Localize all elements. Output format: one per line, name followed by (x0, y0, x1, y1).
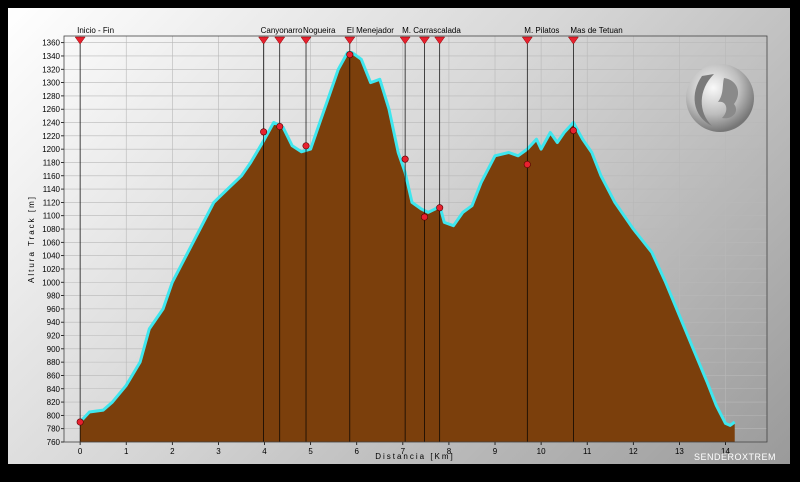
waypoint-marker (346, 51, 354, 59)
y-tick-label: 840 (47, 385, 61, 394)
waypoint-flag (258, 36, 270, 45)
plot-border (63, 35, 768, 443)
y-tick-label: 1000 (42, 278, 60, 287)
y-tick-label: 1280 (42, 92, 60, 101)
y-tick-label: 1340 (42, 52, 60, 61)
waypoint-marker (523, 160, 531, 168)
waypoint-flag (74, 36, 86, 45)
axes: 7607808008208408608809009209409609801000… (42, 35, 768, 456)
x-tick-label: 5 (308, 447, 313, 456)
x-tick-label: 2 (170, 447, 175, 456)
waypoint-label: Inicio - Fin (77, 26, 114, 35)
y-tick-label: 1080 (42, 225, 60, 234)
x-tick-label: 10 (537, 447, 546, 456)
x-tick-label: 4 (262, 447, 267, 456)
elevation-profile-chart: Inicio - Fin Canyonarro Nogueira El Menejad… (27, 26, 768, 461)
waypoint-flag (344, 36, 356, 45)
waypoint-flag (521, 36, 533, 45)
profile-area (79, 51, 736, 442)
y-tick-label: 900 (47, 345, 61, 354)
y-tick-label: 1140 (43, 185, 61, 194)
x-tick-label: 9 (493, 447, 498, 456)
waypoint-flag (300, 36, 312, 45)
y-tick-label: 960 (47, 305, 61, 314)
waypoint-marker (569, 127, 577, 135)
x-axis-title: Distancia [Km] (375, 452, 455, 461)
y-tick-label: 1020 (42, 265, 60, 274)
y-tick-label: 1100 (43, 212, 61, 221)
waypoint-flag (567, 36, 579, 45)
y-tick-label: 820 (47, 398, 61, 407)
x-tick-label: 13 (675, 447, 684, 456)
y-tick-label: 1040 (42, 252, 60, 261)
waypoint-marker (302, 142, 310, 150)
y-tick-label: 1360 (42, 39, 60, 48)
elevation-outline (79, 51, 736, 427)
x-tick-label: 7 (401, 447, 406, 456)
y-tick-label: 860 (47, 371, 61, 380)
y-tick-label: 1260 (42, 105, 60, 114)
y-tick-label: 1200 (42, 145, 60, 154)
waypoint-flag (434, 36, 446, 45)
waypoint-label: M. Pilatos (524, 26, 559, 35)
logo-emblem (686, 64, 754, 132)
waypoint-marker (401, 155, 409, 163)
waypoint-label: Mas de Tetuan (570, 26, 622, 35)
y-tick-label: 980 (47, 292, 61, 301)
y-tick-label: 780 (47, 425, 61, 434)
y-tick-label: 1120 (43, 198, 61, 207)
waypoint-flag (419, 36, 430, 45)
chart-frame: Inicio - Fin Canyonarro Nogueira El Menejad… (8, 8, 790, 464)
x-tick-label: 3 (216, 447, 221, 456)
y-tick-label: 1300 (42, 79, 60, 88)
waypoint-marker (260, 128, 268, 136)
elevation-area (80, 52, 735, 442)
y-tick-label: 1240 (42, 119, 60, 128)
y-tick-label: 940 (47, 318, 61, 327)
waypoint-label: Canyonarro (261, 26, 303, 35)
x-tick-label: 1 (124, 447, 129, 456)
waypoint-flag (399, 36, 411, 45)
waypoint-layer: Inicio - Fin Canyonarro Nogueira El Menejad… (74, 26, 623, 442)
y-tick-label: 1180 (43, 158, 61, 167)
y-axis-title: Altura Track [m] (27, 195, 36, 283)
waypoint-marker (276, 123, 284, 131)
waypoint-label: Nogueira (303, 26, 336, 35)
y-tick-label: 1160 (43, 172, 61, 181)
y-tick-label: 1320 (42, 65, 60, 74)
waypoint-label: El Menejador (347, 26, 394, 35)
x-tick-label: 8 (447, 447, 452, 456)
x-tick-label: 14 (721, 447, 730, 456)
watermark: SENDEROXTREM (693, 452, 776, 462)
waypoint-flag (274, 36, 286, 45)
y-tick-label: 1060 (42, 238, 60, 247)
x-tick-label: 6 (354, 447, 359, 456)
y-tick-label: 1220 (42, 132, 60, 141)
waypoint-marker (436, 204, 444, 212)
x-tick-label: 12 (629, 447, 638, 456)
y-tick-label: 920 (47, 332, 61, 341)
x-tick-label: 11 (583, 447, 592, 456)
y-tick-label: 880 (47, 358, 61, 367)
y-tick-label: 800 (47, 411, 61, 420)
y-tick-label: 760 (47, 438, 61, 447)
x-tick-label: 0 (78, 447, 83, 456)
waypoint-marker (420, 213, 428, 221)
waypoint-marker (76, 418, 84, 426)
waypoint-label: M. Carrascalada (402, 26, 461, 35)
